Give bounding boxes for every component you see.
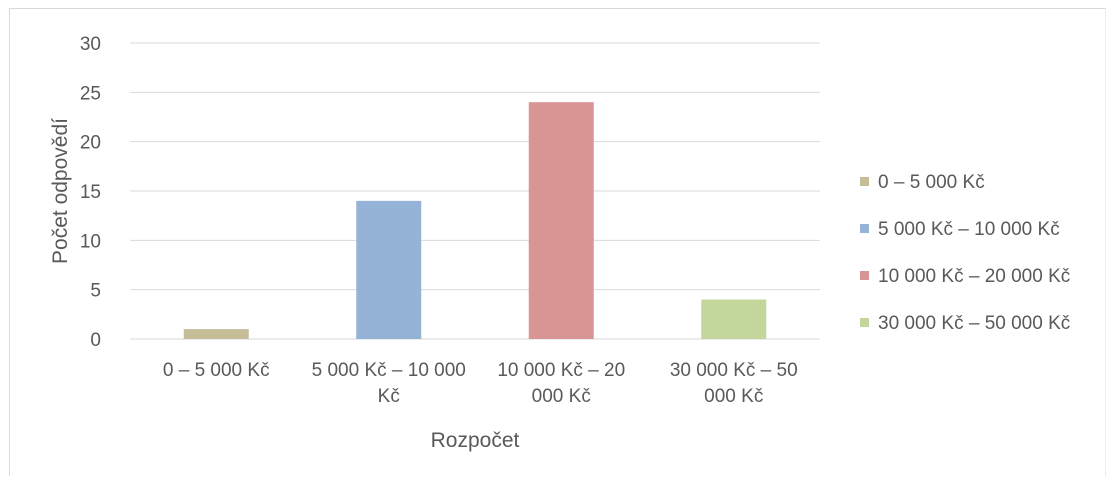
y-tick-label: 20: [80, 133, 101, 154]
x-tick-label: 000 Kč: [532, 386, 591, 407]
bar: [183, 329, 249, 339]
bar: [528, 102, 594, 339]
y-tick-label: 0: [90, 330, 101, 351]
x-tick-label: 000 Kč: [704, 386, 763, 407]
x-tick-label: 5 000 Kč – 10 000: [312, 360, 466, 381]
legend-swatch: [860, 224, 869, 233]
legend-swatch: [860, 318, 869, 327]
legend-swatch: [860, 177, 869, 186]
legend-label: 5 000 Kč – 10 000 Kč: [878, 219, 1060, 240]
x-tick-label: 30 000 Kč – 50: [670, 360, 798, 381]
y-tick-label: 15: [80, 182, 101, 203]
legend: 0 – 5 000 Kč 5 000 Kč – 10 000 Kč 10 000 K…: [860, 172, 1070, 334]
y-tick-label: 30: [80, 34, 101, 55]
bar: [356, 200, 422, 339]
y-axis-title: Počet odpovědí: [49, 118, 72, 264]
y-axis-ticks: 0 5 10 15 20 25 30: [80, 34, 101, 351]
gridlines: [130, 42, 820, 340]
bars: [183, 102, 767, 339]
x-tick-label: Kč: [378, 386, 400, 407]
budget-bar-chart: 0 5 10 15 20 25 30 0 – 5 000 Kč 5 000 Kč – 10 0…: [49, 34, 1070, 452]
x-tick-label: 10 000 Kč – 20: [497, 360, 625, 381]
legend-swatch: [860, 271, 869, 280]
y-tick-label: 25: [80, 83, 101, 104]
y-tick-label: 10: [80, 231, 101, 252]
legend-label: 10 000 Kč – 20 000 Kč: [878, 266, 1070, 287]
bar: [701, 299, 767, 339]
legend-label: 30 000 Kč – 50 000 Kč: [878, 313, 1070, 334]
x-axis-ticks: 0 – 5 000 Kč 5 000 Kč – 10 000 Kč 10 000 Kč…: [163, 360, 798, 407]
y-tick-label: 5: [90, 281, 101, 302]
x-tick-label: 0 – 5 000 Kč: [163, 360, 270, 381]
chart-frame: 0 5 10 15 20 25 30 0 – 5 000 Kč 5 000 Kč – 10 0…: [9, 8, 1106, 476]
legend-label: 0 – 5 000 Kč: [878, 172, 985, 193]
x-axis-title: Rozpočet: [431, 429, 520, 452]
